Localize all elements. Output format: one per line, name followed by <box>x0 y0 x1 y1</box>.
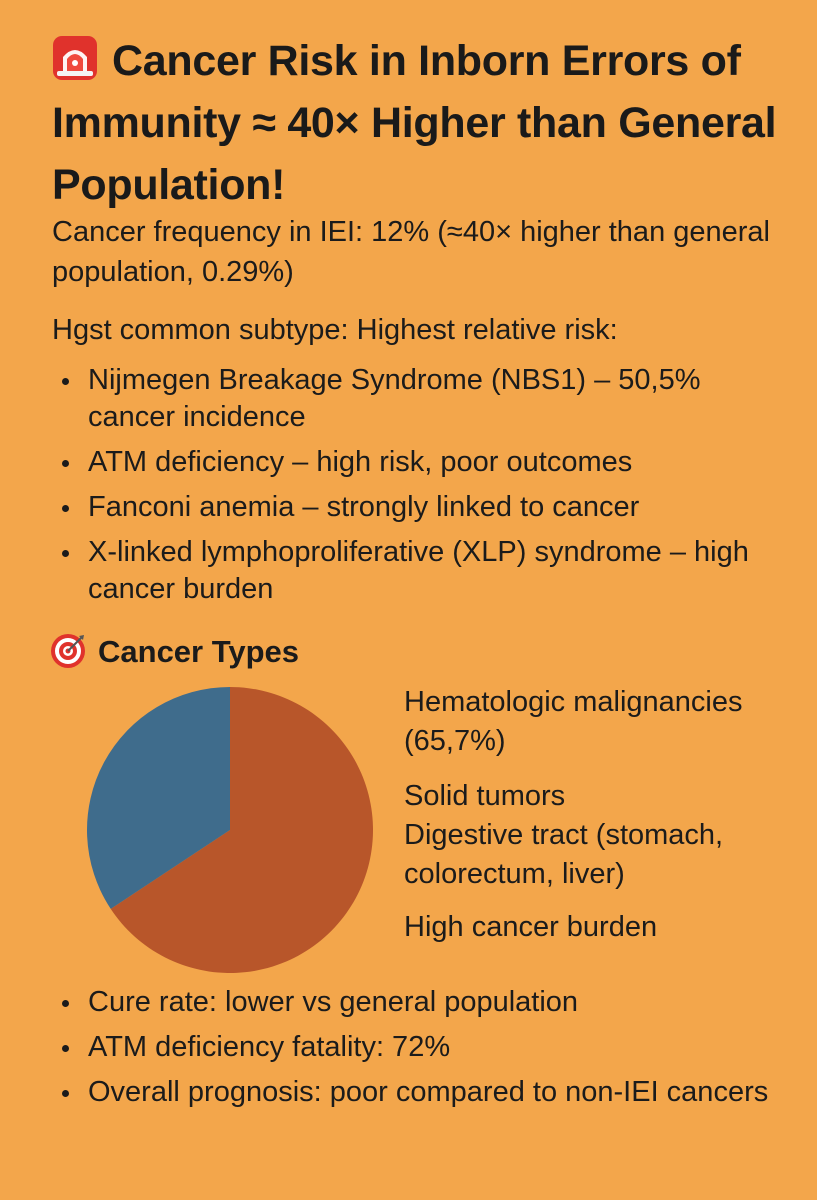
legend-digestive-tract: Digestive tract (stomach, colorectum, li… <box>404 819 724 890</box>
cancer-types-heading: Cancer Types <box>50 630 299 674</box>
page-title: Cancer Risk in Inborn Errors of Immunity… <box>52 30 782 216</box>
target-icon <box>51 634 85 668</box>
list-item: ATM deficiency – high risk, poor outcome… <box>58 444 778 481</box>
legend-hematologic: Hematologic malignancies (65,7%) <box>404 686 743 757</box>
pie-legend: Hematologic malignancies (65,7%) Solid t… <box>404 683 804 947</box>
cancer-types-label: Cancer Types <box>98 634 300 669</box>
list-item: Cure rate: lower vs general population <box>58 984 778 1021</box>
pie-slice-hematologic-malignancies <box>110 687 374 973</box>
pie-slice-solid-tumors <box>87 687 230 909</box>
title-text: Cancer Risk in Inborn Errors of Immunity… <box>52 37 777 209</box>
cancer-types-pie-chart <box>87 687 374 973</box>
outcome-list: Cure rate: lower vs general population A… <box>58 984 778 1119</box>
legend-solid-tumors: Solid tumors <box>404 780 566 812</box>
list-item: ATM deficiency fatality: 72% <box>58 1029 778 1066</box>
list-item: Overall prognosis: poor compared to non-… <box>58 1074 778 1111</box>
list-item: X-linked lymphoproliferative (XLP) syndr… <box>58 534 778 608</box>
siren-icon <box>53 36 97 80</box>
subtype-heading: Hgst common subtype: Highest relative ri… <box>52 314 618 346</box>
list-item: Nijmegen Breakage Syndrome (NBS1) – 50,5… <box>58 362 778 436</box>
legend-high-burden: High cancer burden <box>404 911 658 943</box>
cancer-frequency-text: Cancer frequency in IEI: 12% (≈40× highe… <box>52 216 770 288</box>
list-item: Fanconi anemia – strongly linked to canc… <box>58 489 778 526</box>
risk-list: Nijmegen Breakage Syndrome (NBS1) – 50,5… <box>58 362 778 616</box>
